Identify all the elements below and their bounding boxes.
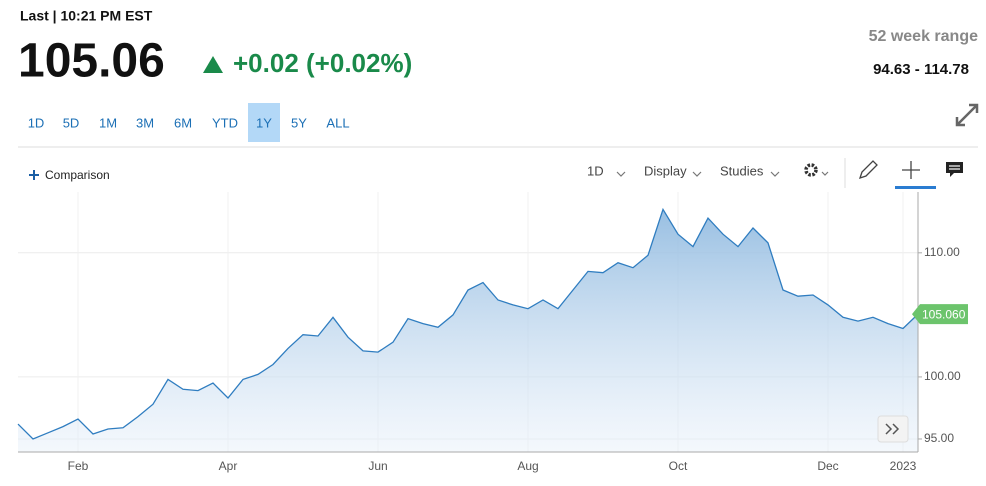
comparison[interactable]: Comparison: [45, 168, 110, 182]
range-button[interactable]: 5Y: [291, 115, 307, 130]
range-button[interactable]: ALL: [326, 115, 349, 130]
range-title: 52 week range: [869, 28, 979, 45]
expand-icon[interactable]: [955, 103, 979, 127]
last-label: 105.060: [922, 307, 966, 321]
last-tag: [912, 304, 968, 325]
price: 105.06: [18, 35, 165, 88]
y-tick-label: 95.00: [924, 431, 954, 445]
studies[interactable]: Studies: [720, 163, 764, 178]
active-tab: [895, 186, 936, 189]
scroll-button[interactable]: [877, 415, 909, 443]
display[interactable]: Display: [644, 163, 687, 178]
scroll-icon: [885, 423, 900, 435]
range-button[interactable]: 3M: [136, 115, 154, 130]
x-tick-label: Dec: [817, 459, 838, 473]
status: Last | 10:21 PM EST: [20, 8, 153, 24]
interval[interactable]: 1D: [587, 163, 604, 178]
x-tick-label: Aug: [517, 459, 538, 473]
crosshair-icon[interactable]: [902, 161, 920, 179]
plus-icon: [29, 170, 39, 180]
x-tick-label: Jun: [368, 459, 387, 473]
y-tick-label: 110.00: [924, 245, 960, 259]
change: +0.02 (+0.02%): [233, 48, 412, 78]
line: [17, 207, 919, 440]
y-tick-label: 100.00: [924, 369, 961, 383]
range-button[interactable]: 1M: [99, 115, 117, 130]
draw-icon[interactable]: [858, 160, 878, 180]
range-button[interactable]: YTD: [212, 115, 238, 130]
x-tick-label: Feb: [68, 459, 89, 473]
chevrons: [616, 171, 829, 177]
range-button[interactable]: 1D: [28, 115, 45, 130]
x-tick-label: Oct: [669, 459, 688, 473]
range-button[interactable]: 6M: [174, 115, 192, 130]
x-tick-label: 2023: [890, 459, 917, 473]
range-selected: [248, 103, 280, 142]
plot: Feb Apr Jun Aug Oct Dec 2023 95.00 100.00 110.00 1…: [17, 192, 968, 473]
area: [18, 209, 918, 452]
settings-icon[interactable]: [804, 163, 818, 177]
range-button[interactable]: 1Y: [256, 115, 272, 130]
comment-lines: [949, 165, 960, 170]
x-tick-label: Apr: [219, 459, 238, 473]
up-arrow: [203, 56, 223, 73]
range-button[interactable]: 5D: [63, 115, 80, 130]
range-value: 94.63 - 114.78: [873, 61, 969, 78]
range-buttons: 1D 5D 1M 3M 6M YTD 1Y 5Y ALL: [28, 103, 350, 142]
